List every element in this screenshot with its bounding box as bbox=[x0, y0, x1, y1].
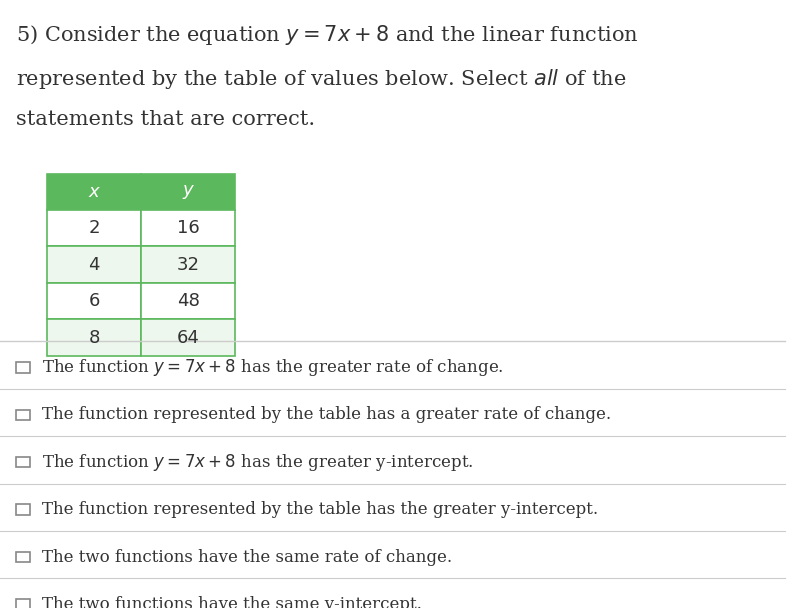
Bar bbox=[142, 319, 235, 356]
Text: 32: 32 bbox=[177, 255, 200, 274]
Bar bbox=[47, 210, 142, 246]
Text: 2: 2 bbox=[89, 219, 100, 237]
Bar bbox=[16, 362, 30, 373]
Bar bbox=[47, 246, 142, 283]
Text: $\mathit{x}$: $\mathit{x}$ bbox=[87, 183, 101, 201]
Text: The function $y = 7x + 8$ has the greater y-intercept.: The function $y = 7x + 8$ has the greate… bbox=[42, 452, 473, 472]
Bar bbox=[142, 246, 235, 283]
Text: The function represented by the table has the greater y-intercept.: The function represented by the table ha… bbox=[42, 501, 598, 518]
Bar bbox=[47, 173, 142, 210]
Text: 8: 8 bbox=[89, 328, 100, 347]
Text: The function represented by the table has a greater rate of change.: The function represented by the table ha… bbox=[42, 406, 610, 423]
Bar bbox=[47, 283, 142, 319]
Text: 6: 6 bbox=[89, 292, 100, 310]
Text: The function $y = 7x + 8$ has the greater rate of change.: The function $y = 7x + 8$ has the greate… bbox=[42, 357, 503, 378]
Text: 5) Consider the equation $y = 7x + 8$ and the linear function: 5) Consider the equation $y = 7x + 8$ an… bbox=[16, 23, 638, 47]
Text: represented by the table of values below. Select $\mathit{all}$ of the: represented by the table of values below… bbox=[16, 66, 626, 91]
Text: 48: 48 bbox=[177, 292, 200, 310]
Bar bbox=[16, 599, 30, 608]
Text: 4: 4 bbox=[89, 255, 100, 274]
Bar bbox=[142, 283, 235, 319]
Text: 64: 64 bbox=[177, 328, 200, 347]
Bar bbox=[16, 552, 30, 562]
Text: $\mathit{y}$: $\mathit{y}$ bbox=[182, 183, 195, 201]
Bar bbox=[142, 210, 235, 246]
Bar bbox=[16, 410, 30, 420]
Bar bbox=[142, 173, 235, 210]
Bar bbox=[47, 319, 142, 356]
Bar bbox=[16, 457, 30, 468]
Text: statements that are correct.: statements that are correct. bbox=[16, 110, 315, 129]
Text: 16: 16 bbox=[177, 219, 200, 237]
Text: The two functions have the same rate of change.: The two functions have the same rate of … bbox=[42, 548, 452, 565]
Bar bbox=[16, 505, 30, 515]
Text: The two functions have the same y-intercept.: The two functions have the same y-interc… bbox=[42, 596, 422, 608]
